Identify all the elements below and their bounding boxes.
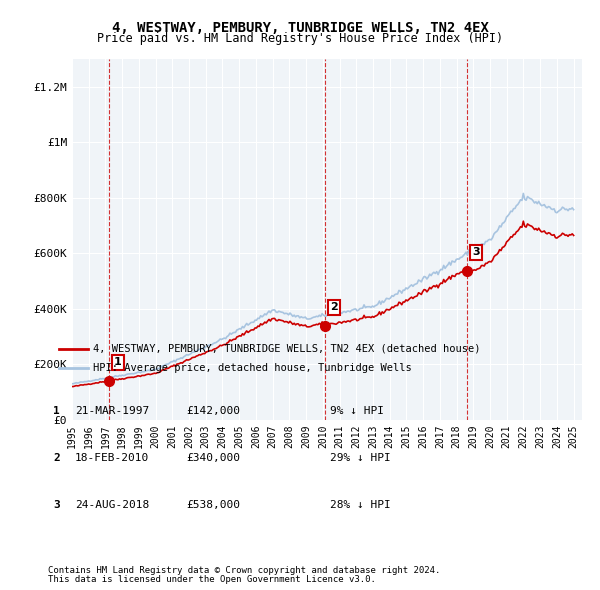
Text: 18-FEB-2010: 18-FEB-2010 [75, 453, 149, 463]
Text: 21-MAR-1997: 21-MAR-1997 [75, 406, 149, 415]
Text: 28% ↓ HPI: 28% ↓ HPI [330, 500, 391, 510]
Text: 4, WESTWAY, PEMBURY, TUNBRIDGE WELLS, TN2 4EX (detached house): 4, WESTWAY, PEMBURY, TUNBRIDGE WELLS, TN… [93, 344, 481, 353]
Text: 3: 3 [53, 500, 60, 510]
Text: HPI: Average price, detached house, Tunbridge Wells: HPI: Average price, detached house, Tunb… [93, 363, 412, 373]
Text: 1: 1 [53, 406, 60, 415]
Text: 9% ↓ HPI: 9% ↓ HPI [330, 406, 384, 415]
Text: 2: 2 [53, 453, 60, 463]
Text: Price paid vs. HM Land Registry's House Price Index (HPI): Price paid vs. HM Land Registry's House … [97, 32, 503, 45]
Text: 1: 1 [114, 358, 122, 368]
Text: Contains HM Land Registry data © Crown copyright and database right 2024.: Contains HM Land Registry data © Crown c… [48, 566, 440, 575]
Text: £340,000: £340,000 [186, 453, 240, 463]
Text: 29% ↓ HPI: 29% ↓ HPI [330, 453, 391, 463]
Text: 3: 3 [472, 247, 480, 257]
Text: 2: 2 [330, 302, 338, 312]
Text: 24-AUG-2018: 24-AUG-2018 [75, 500, 149, 510]
Text: £538,000: £538,000 [186, 500, 240, 510]
Text: This data is licensed under the Open Government Licence v3.0.: This data is licensed under the Open Gov… [48, 575, 376, 584]
Text: 4, WESTWAY, PEMBURY, TUNBRIDGE WELLS, TN2 4EX: 4, WESTWAY, PEMBURY, TUNBRIDGE WELLS, TN… [112, 21, 488, 35]
Text: £142,000: £142,000 [186, 406, 240, 415]
